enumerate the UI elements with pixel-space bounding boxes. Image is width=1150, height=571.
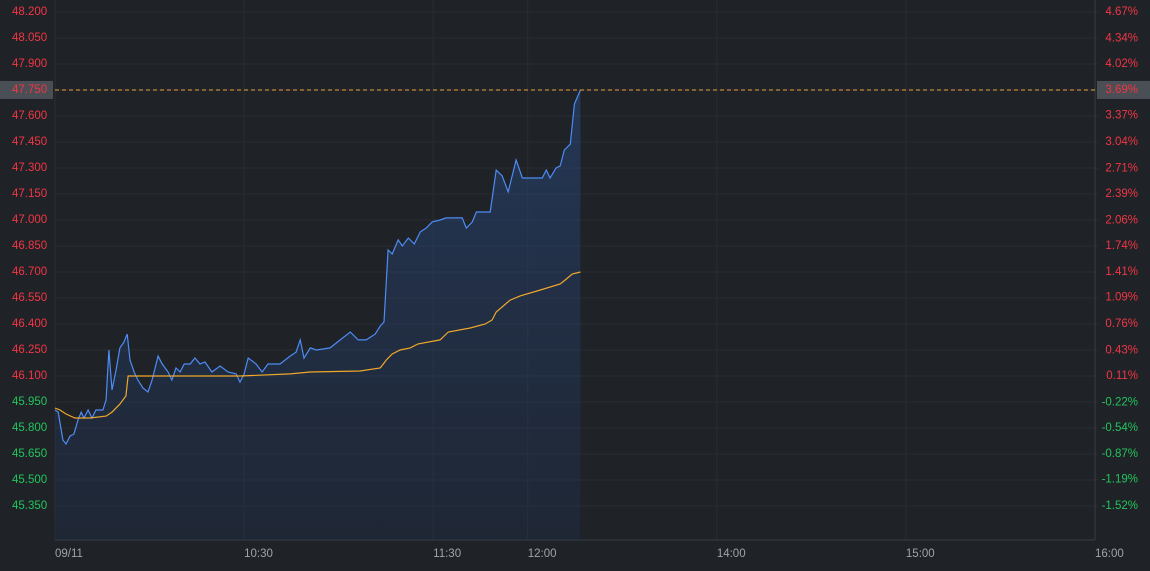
y-tick-label: 47.000 xyxy=(12,214,47,226)
y2-tick-label: 3.04% xyxy=(1105,136,1138,148)
y-tick-label: 48.050 xyxy=(12,32,47,44)
y2-tick-label: 1.09% xyxy=(1105,292,1138,304)
y2-tick-label: 0.11% xyxy=(1106,370,1138,382)
x-tick-label: 10:30 xyxy=(244,548,273,560)
x-tick-label: 11:30 xyxy=(433,548,461,560)
y2-tick-label: 2.39% xyxy=(1105,188,1138,200)
y2-tick-label: 0.76% xyxy=(1105,318,1138,330)
y2-tick-label: 3.37% xyxy=(1105,110,1138,122)
y-tick-label: 46.400 xyxy=(12,318,47,330)
last-price-label: 47.750 xyxy=(12,84,47,96)
last-change-label: 3.69% xyxy=(1105,84,1138,96)
y-tick-label: 45.350 xyxy=(12,500,47,512)
y-tick-label: 47.300 xyxy=(12,162,47,174)
y-tick-label: 46.700 xyxy=(12,266,47,278)
y2-tick-label: 4.02% xyxy=(1105,58,1138,70)
y2-tick-label: 2.06% xyxy=(1105,214,1138,226)
y2-tick-label: 4.34% xyxy=(1105,32,1138,44)
y-tick-label: 47.600 xyxy=(12,110,47,122)
y2-tick-label: -0.22% xyxy=(1102,396,1138,408)
y2-tick-label: 2.71% xyxy=(1105,162,1138,174)
y2-tick-label: -1.52% xyxy=(1102,500,1138,512)
y-tick-label: 46.100 xyxy=(12,370,47,382)
y2-tick-label: 1.41% xyxy=(1105,266,1138,278)
last-change-box xyxy=(1097,80,1150,99)
y-tick-label: 47.150 xyxy=(12,188,47,200)
x-tick-label: 14:00 xyxy=(717,548,746,560)
y-tick-label: 45.500 xyxy=(12,474,47,486)
y-tick-label: 46.550 xyxy=(12,292,47,304)
last-price-box xyxy=(0,80,53,99)
price-line xyxy=(54,89,581,446)
y2-tick-label: -1.19% xyxy=(1102,474,1138,486)
x-tick-label: 15:00 xyxy=(906,548,935,560)
x-tick-label: 12:00 xyxy=(528,548,557,560)
y2-tick-label: 1.74% xyxy=(1105,240,1138,252)
y-tick-label: 45.950 xyxy=(12,396,47,408)
y-tick-label: 45.800 xyxy=(12,422,47,434)
y-tick-label: 47.450 xyxy=(12,136,47,148)
average-line xyxy=(54,271,581,419)
y-tick-label: 47.900 xyxy=(12,58,47,70)
y2-tick-label: -0.54% xyxy=(1102,422,1138,434)
y-tick-label: 46.250 xyxy=(12,344,47,356)
y2-tick-label: -0.87% xyxy=(1102,448,1138,460)
y2-tick-label: 0.43% xyxy=(1105,344,1138,356)
y2-tick-label: 4.67% xyxy=(1105,6,1138,18)
price-area xyxy=(55,90,581,540)
x-tick-label: 16:00 xyxy=(1095,548,1124,560)
x-tick-label: 09/11 xyxy=(55,548,83,560)
y-tick-label: 46.850 xyxy=(12,240,47,252)
y-tick-label: 48.200 xyxy=(12,6,47,18)
y-tick-label: 45.650 xyxy=(12,448,47,460)
